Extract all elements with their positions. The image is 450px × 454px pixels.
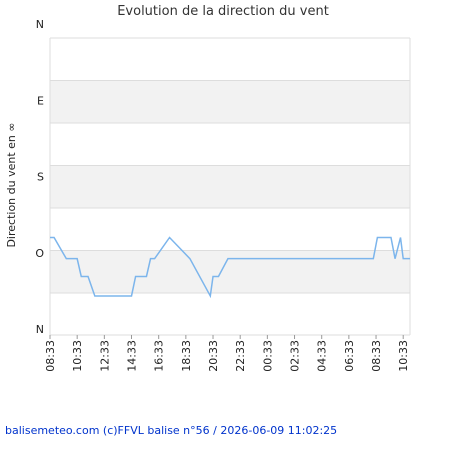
band (50, 250, 410, 293)
x-tick-label: 16:33 (153, 340, 166, 372)
band (50, 80, 410, 123)
band (50, 165, 410, 208)
x-tick-label: 22:33 (234, 340, 247, 372)
x-tick-label: 06:33 (343, 340, 356, 372)
x-tick-label: 18:33 (180, 340, 193, 372)
x-tick-label: 10:33 (397, 340, 410, 372)
x-tick-label: 20:33 (207, 340, 220, 372)
y-tick-label: O (35, 247, 44, 260)
y-tick-label: E (37, 94, 44, 107)
y-axis-title: Direction du vent en ∞ (5, 122, 18, 247)
x-tick-label: 08:33 (44, 340, 57, 372)
x-tick-label: 02:33 (289, 340, 302, 372)
chart-title: Evolution de la direction du vent (117, 4, 329, 19)
x-tick-label: 10:33 (71, 340, 84, 372)
x-tick-label: 00:33 (261, 340, 274, 372)
data-line (50, 236, 410, 299)
x-tick-label: 08:33 (370, 340, 383, 372)
grid (49, 37, 411, 336)
x-tick-label: 12:33 (98, 340, 111, 372)
y-tick-label: N (36, 18, 44, 31)
y-tick-label: N (36, 323, 44, 336)
footer: balisemeteo.com (c)FFVL balise n°56 / 20… (5, 424, 337, 437)
x-tick-label: 14:33 (126, 340, 139, 372)
x-tick-label: 04:33 (316, 340, 329, 372)
y-tick-label: S (37, 171, 44, 184)
